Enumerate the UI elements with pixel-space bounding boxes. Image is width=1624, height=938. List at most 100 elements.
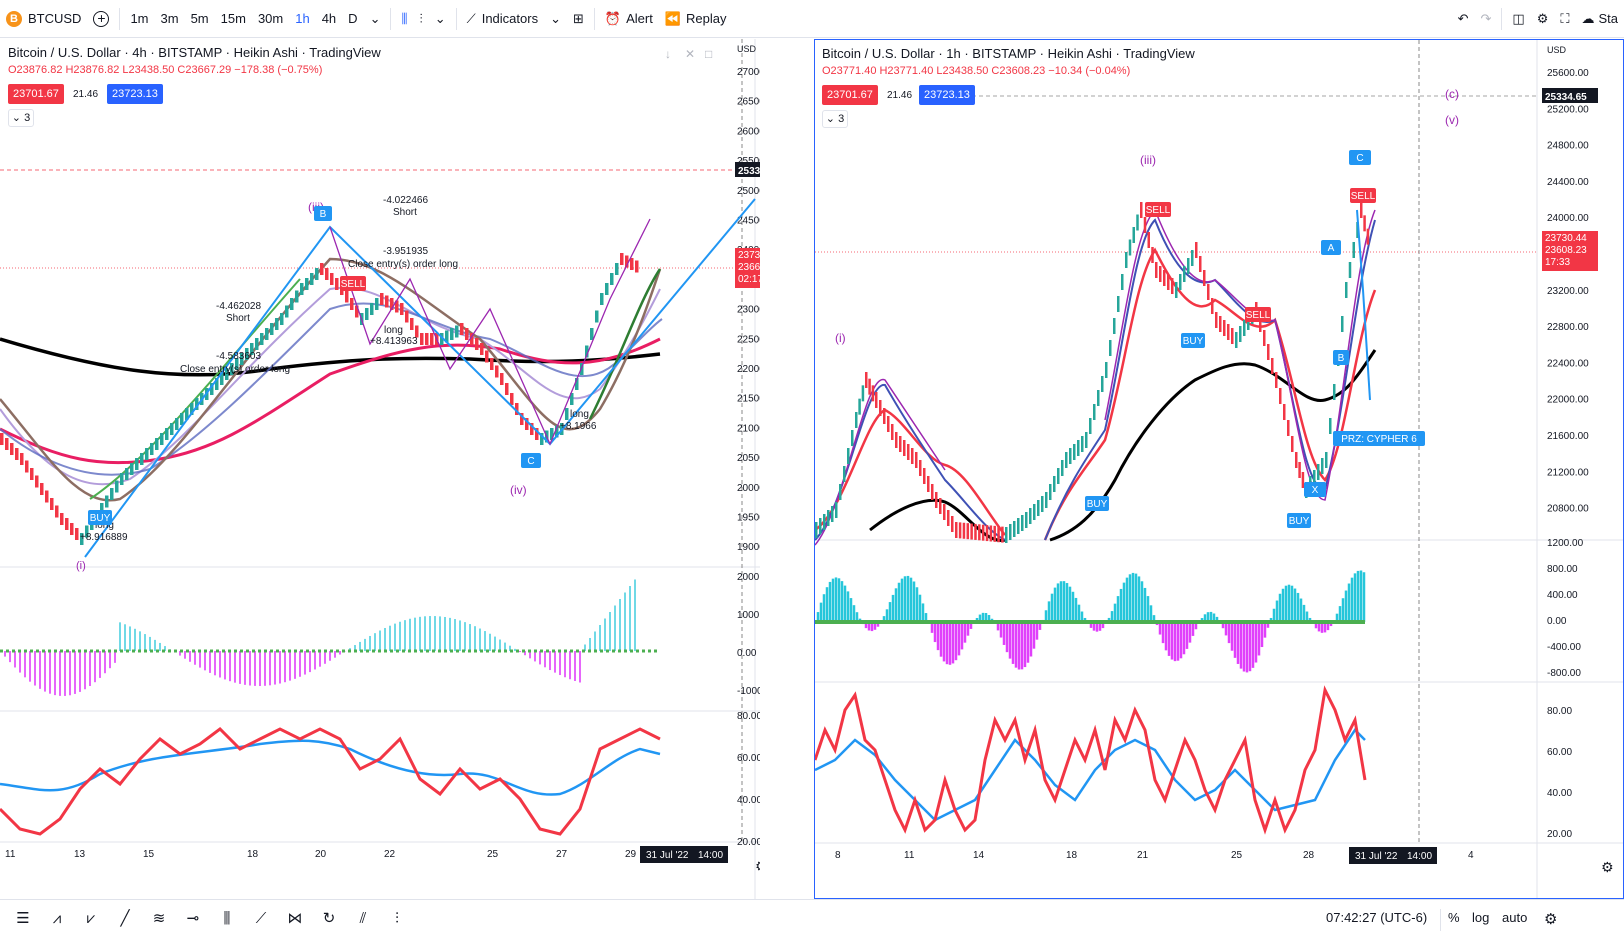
settings-gear-icon[interactable]: ⚙ [1544, 911, 1558, 928]
candle [1159, 266, 1162, 282]
channel-tool-icon[interactable]: ⫽ [359, 910, 367, 927]
interval-1h[interactable]: 1h [295, 11, 310, 26]
candles-type-button[interactable]: ⫶ [413, 0, 428, 38]
abc-pattern-tool-icon[interactable]: ⩘ [52, 910, 62, 927]
candle [385, 295, 389, 308]
point-x-marker[interactable] [1304, 482, 1326, 497]
candle [180, 413, 184, 425]
ray-tool-icon[interactable]: ⟋ [255, 910, 267, 927]
candle [855, 412, 858, 428]
time-tick-label: 4 [1468, 850, 1474, 861]
horizontal-ray-tool-icon[interactable]: ⊸ [186, 910, 200, 927]
pane-close-icon[interactable]: ✕ [685, 47, 696, 61]
currency-label[interactable]: USD [737, 44, 757, 54]
candle [15, 448, 19, 460]
interval-4h[interactable]: 4h [321, 11, 337, 26]
fullscreen-button[interactable]: ⛶ [1554, 0, 1575, 38]
left-oscillator-axis[interactable]: 2000.00 1000.00 0.00 -1000.00 [737, 572, 760, 697]
layout-button[interactable]: ⊞ [567, 0, 590, 38]
gear-icon[interactable]: ⚙ [1601, 859, 1614, 875]
left-chart-pane[interactable]: 27000.00 26500.00 26000.00 25500.00 25000.00… [0, 39, 760, 899]
left-chart-canvas[interactable]: 27000.00 26500.00 26000.00 25500.00 25000.00… [0, 39, 760, 899]
sell-signal-marker[interactable] [1350, 188, 1376, 203]
buy-signal-marker[interactable] [1085, 496, 1109, 511]
candle [210, 383, 214, 395]
chart-type-dropdown[interactable]: ⌄ [429, 0, 452, 38]
indicators-button[interactable]: ⟋ Indicators [461, 0, 544, 38]
left-price-axis[interactable]: 27000.00 26500.00 26000.00 25500.00 25000.00… [737, 67, 760, 553]
undo-button[interactable]: ↶ [1452, 0, 1475, 38]
pane-arrow-down-icon[interactable]: ↓ [665, 47, 671, 61]
right-rsi-axis[interactable]: 80.00 60.00 40.00 20.00 [1547, 706, 1572, 840]
price-tick-label: 21500.00 [737, 394, 760, 405]
point-c-marker[interactable] [1349, 150, 1371, 165]
vertical-lines-tool-icon[interactable]: ⫼ [223, 910, 231, 927]
compare-symbol-button[interactable]: + [87, 0, 115, 38]
candle [610, 273, 614, 285]
fib-tool-icon[interactable]: ≋ [152, 910, 166, 927]
point-b-marker[interactable] [314, 206, 332, 221]
pane-maximize-icon[interactable]: □ [705, 47, 713, 61]
alert-button[interactable]: ⏰ Alert [599, 0, 659, 38]
sell-signal-marker[interactable] [1245, 307, 1271, 322]
oscillator-tick-label: 2000.00 [737, 572, 760, 583]
right-time-axis[interactable]: 8 11 14 18 21 25 28 4 31 Jul '22 14:00 [835, 847, 1474, 864]
replay-button[interactable]: ⏪ Replay [659, 0, 733, 38]
clock-label[interactable]: 07:42:27 (UTC-6) [1326, 910, 1428, 925]
point-b-marker[interactable] [1333, 350, 1349, 365]
sell-signal-marker[interactable] [340, 276, 366, 291]
right-price-axis[interactable]: 25600.00 25200.00 24800.00 24400.00 24000.00… [1547, 68, 1589, 515]
interval-30m[interactable]: 30m [257, 11, 284, 26]
snapshot-button[interactable]: ☁ Sta [1575, 0, 1624, 38]
price-tick-label: 25600.00 [1547, 68, 1589, 79]
candle [1049, 484, 1052, 500]
percent-toggle[interactable]: % [1448, 910, 1460, 925]
cycle-tool-icon[interactable]: ↻ [322, 910, 336, 927]
trend-line-tool-icon[interactable]: ╱ [120, 910, 130, 927]
settings-button[interactable]: ⚙ [1531, 0, 1555, 38]
studies-toggle[interactable]: ⌄ 3 [8, 109, 34, 127]
chart-type-button[interactable]: ⫼ [395, 0, 413, 38]
ask-price-badge[interactable]: 23723.13 [919, 85, 975, 105]
right-chart-pane[interactable]: 25600.00 25200.00 24800.00 24400.00 24000.00… [814, 39, 1624, 899]
interval-1m[interactable]: 1m [130, 11, 149, 26]
sell-signal-marker[interactable] [1145, 202, 1171, 217]
ask-price-badge[interactable]: 23723.13 [107, 84, 163, 104]
candle [1057, 468, 1060, 484]
projection-line[interactable] [1356, 209, 1371, 401]
range-tool-icon[interactable]: ⫶ [395, 910, 399, 927]
bid-price-badge[interactable]: 23701.67 [8, 84, 64, 104]
candle [1195, 242, 1198, 258]
harmonic-pattern-line[interactable] [329, 218, 651, 446]
wave-zigzag[interactable] [84, 198, 756, 558]
point-a-marker[interactable] [1321, 240, 1341, 255]
xabcd-tool-icon[interactable]: ⋈ [287, 910, 303, 927]
studies-toggle[interactable]: ⌄ 3 [822, 110, 848, 128]
interval-3m[interactable]: 3m [160, 11, 179, 26]
prz-cypher-label[interactable] [1333, 431, 1425, 446]
log-toggle[interactable]: log [1472, 910, 1490, 925]
auto-toggle[interactable]: auto [1502, 910, 1528, 925]
gear-icon[interactable]: ⚙ [755, 858, 760, 875]
layout-toggle-button[interactable]: ◫ [1506, 0, 1530, 38]
interval-15m[interactable]: 15m [220, 11, 246, 26]
interval-d[interactable]: D [348, 11, 358, 26]
symbol-search[interactable]: B BTCUSD [0, 0, 87, 38]
point-c-marker-text: C [1356, 153, 1363, 164]
interval-5m[interactable]: 5m [190, 11, 209, 26]
currency-label[interactable]: USD [1547, 45, 1567, 55]
buy-signal-marker[interactable] [1181, 333, 1205, 348]
interval-dropdown[interactable]: ⌄ [364, 0, 387, 38]
elliott-wave-tool-icon[interactable]: ⩗ [86, 910, 96, 927]
buy-signal-marker[interactable] [88, 510, 112, 525]
right-oscillator-axis[interactable]: 1200.00 800.00 400.00 0.00 -400.00 -800.00 [1547, 538, 1584, 679]
point-c-marker[interactable] [521, 453, 541, 468]
indicators-dropdown[interactable]: ⌄ [544, 0, 567, 38]
right-chart-canvas[interactable]: 25600.00 25200.00 24800.00 24400.00 24000.00… [815, 40, 1624, 899]
left-rsi-axis[interactable]: 80.00 60.00 40.00 20.00 [737, 711, 760, 848]
redo-button[interactable]: ↷ [1475, 0, 1498, 38]
left-time-axis[interactable]: 11 13 15 18 20 22 25 27 29 31 Jul '22 14:00 [5, 846, 728, 863]
buy-signal-marker[interactable] [1287, 513, 1311, 528]
bid-price-badge[interactable]: 23701.67 [822, 85, 878, 105]
lines-tool-icon[interactable]: ☰ [16, 910, 30, 927]
